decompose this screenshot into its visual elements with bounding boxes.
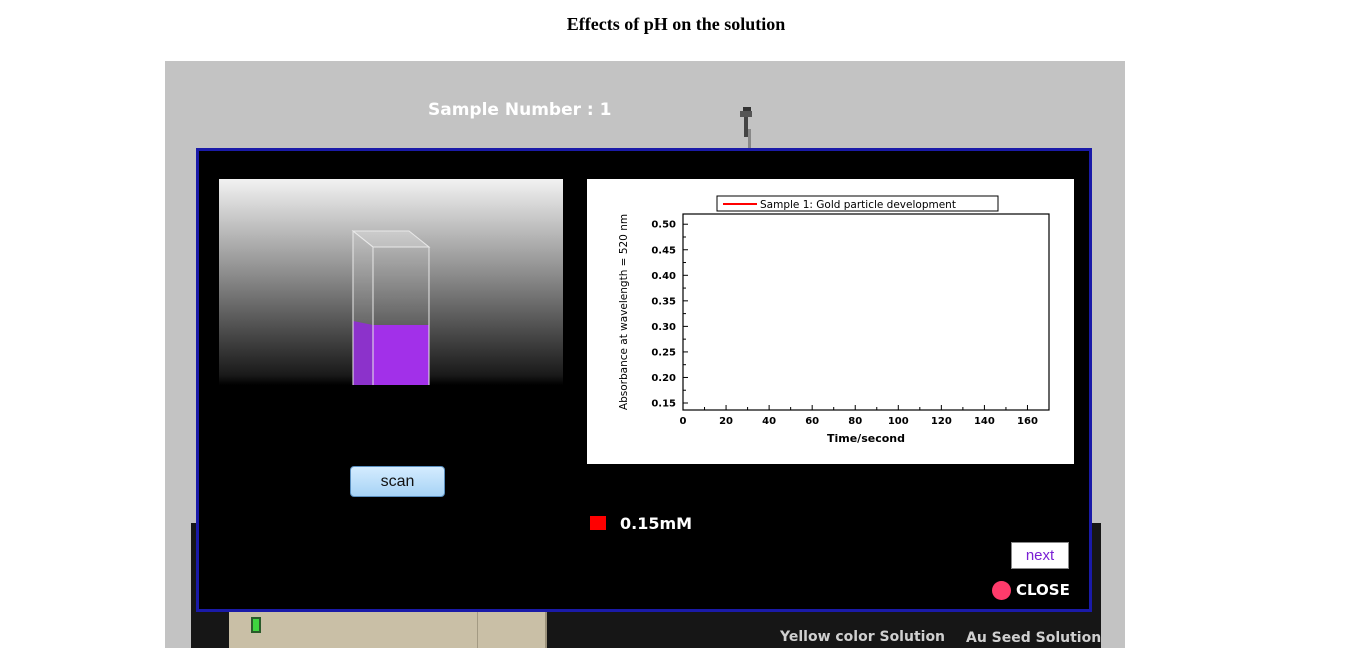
cuvette-liquid-side <box>353 321 373 397</box>
chart-legend-box <box>716 195 999 212</box>
concentration-swatch <box>590 516 606 530</box>
chart-y-axis-label: Absorbance at wavelength = 520 nm <box>618 214 630 410</box>
chart-x-tick-label: 60 <box>805 416 819 427</box>
chart-x-tick-label: 40 <box>762 416 776 427</box>
chart-y-tick-label: 0.45 <box>651 245 676 256</box>
chart-y-tick-label: 0.20 <box>651 373 676 384</box>
cuvette-liquid-front <box>373 325 429 397</box>
absorbance-chart: Sample 1: Gold particle development 0 20 4… <box>587 179 1074 464</box>
yellow-solution-label: Yellow color Solution <box>780 629 946 645</box>
absorbance-chart-svg: Sample 1: Gold particle development 0 20 4… <box>618 195 1050 445</box>
next-button[interactable]: next <box>1011 542 1069 569</box>
chart-x-tick-label: 0 <box>680 416 687 427</box>
chart-y-tick-label: 0.40 <box>651 271 676 282</box>
scan-modal: scan Sample 1: Gold particle development… <box>196 148 1092 612</box>
cuvette-view <box>219 179 563 398</box>
page-title: Effects of pH on the solution <box>566 14 786 34</box>
scan-button[interactable]: scan <box>350 466 445 497</box>
close-button[interactable]: CLOSE <box>992 578 1070 602</box>
close-icon[interactable] <box>992 580 1011 600</box>
pipette-icon <box>740 107 752 149</box>
chart-y-tick-label: 0.15 <box>651 399 676 410</box>
sample-number-label: Sample Number : 1 <box>428 100 612 120</box>
cuvette-icon <box>351 229 431 398</box>
seed-solution-label: Au Seed Solution <box>966 630 1102 646</box>
chart-y-tick-label: 0.35 <box>651 296 676 307</box>
close-label[interactable]: CLOSE <box>1016 581 1070 599</box>
concentration-label: 0.15mM <box>620 514 693 533</box>
chart-x-tick-label: 140 <box>974 416 995 427</box>
chart-x-tick-label: 100 <box>888 416 909 427</box>
chart-y-tick-label: 0.25 <box>651 347 676 358</box>
chart-x-axis-label: Time/second <box>827 432 905 445</box>
chart-legend-label: Sample 1: Gold particle development <box>760 199 956 211</box>
chart-x-tick-label: 80 <box>848 416 862 427</box>
power-indicator-icon <box>251 617 261 633</box>
chart-plot-frame <box>682 213 1050 411</box>
chart-y-tick-label: 0.30 <box>651 322 676 333</box>
chart-x-tick-label: 20 <box>719 416 733 427</box>
chart-x-tick-label: 160 <box>1017 416 1038 427</box>
chart-x-tick-label: 120 <box>931 416 952 427</box>
chart-y-tick-label: 0.50 <box>651 220 676 231</box>
instrument-panel <box>229 607 547 648</box>
